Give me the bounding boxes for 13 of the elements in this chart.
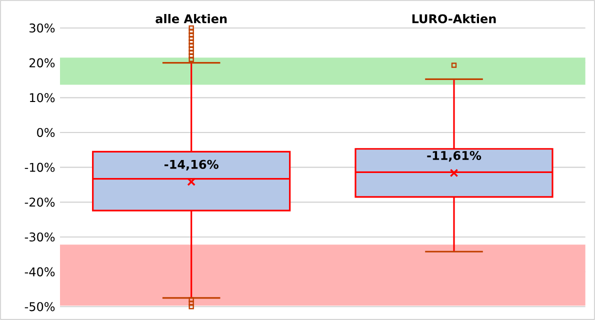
y-tick-label: 20% — [30, 58, 55, 68]
y-tick-label: 30% — [30, 23, 55, 33]
y-tick-label: -40% — [24, 267, 55, 276]
x-tick-label: LURO-Aktien — [412, 14, 496, 24]
y-tick-label: -20% — [24, 198, 55, 207]
x-tick-label: alle Aktien — [156, 14, 227, 24]
y-tick-label: -50% — [24, 302, 55, 312]
y-tick-label: 0% — [37, 128, 55, 138]
annotation: -11,61% — [427, 150, 482, 162]
y-tick-label: -10% — [24, 162, 55, 172]
y-tick-label: -30% — [24, 232, 55, 242]
annotation: -14,16% — [164, 160, 218, 170]
y-tick-label: 10% — [30, 93, 55, 102]
